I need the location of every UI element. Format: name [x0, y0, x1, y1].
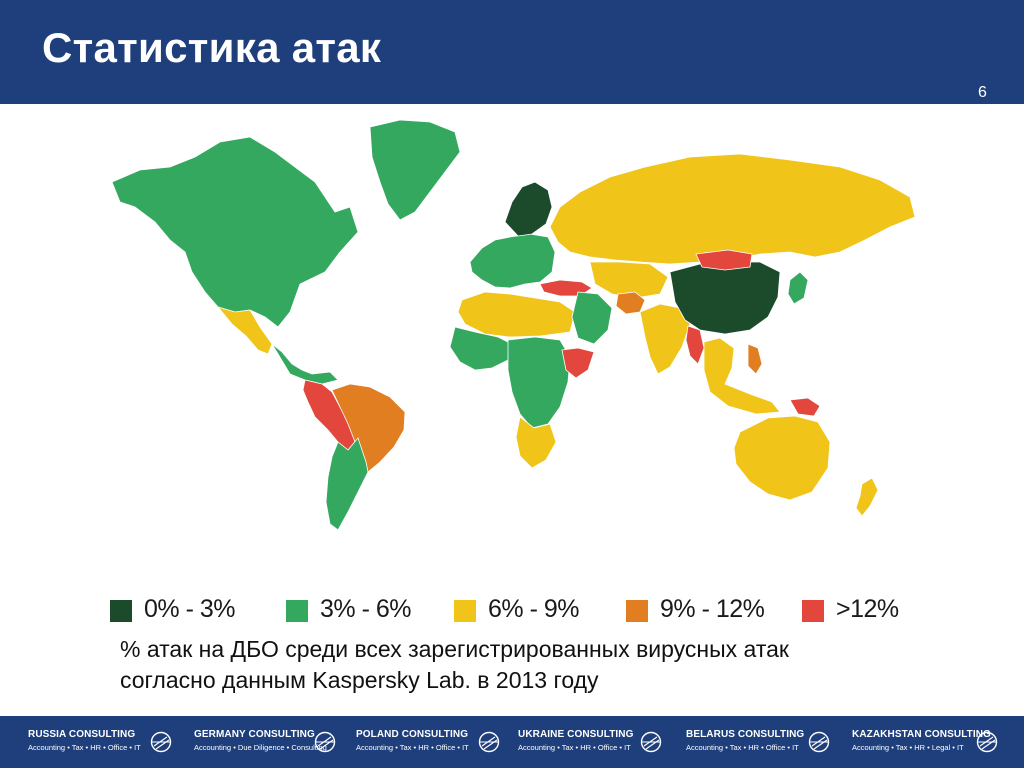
region-central-america: Central America & Caribbean	[271, 343, 339, 385]
brand-name: BELARUS CONSULTING	[686, 729, 805, 740]
brand-name: KAZAKHSTAN CONSULTING	[852, 729, 991, 740]
region-japan: Japan	[787, 271, 809, 305]
brand-tagline: Accounting • Tax • HR • Office • IT	[686, 743, 799, 752]
region-myanmar: Myanmar	[685, 325, 705, 365]
brand-tagline: Accounting • Tax • HR • Office • IT	[518, 743, 631, 752]
globe-icon	[808, 731, 830, 753]
region-southern-africa: Southern Africa	[515, 416, 557, 469]
region-scandinavia: Scandinavia	[504, 181, 553, 237]
region-mexico: Mexico	[216, 306, 273, 355]
slide-number: 6	[978, 84, 987, 101]
caption-line-1: % атак на ДБО среди всех зарегистрирован…	[120, 636, 789, 662]
caption-line-2: согласно данным Kaspersky Lab. в 2013 го…	[120, 667, 599, 693]
legend-label: 6% - 9%	[488, 595, 579, 623]
brand-name: RUSSIA CONSULTING	[28, 729, 136, 740]
region-middle-east: Middle East	[571, 291, 613, 345]
region-russia: Russia	[549, 153, 916, 265]
region-north-africa: North Africa	[457, 291, 576, 338]
region-western-europe: Western Europe	[469, 233, 556, 289]
legend-label: >12%	[836, 595, 899, 623]
brand-name: POLAND CONSULTING	[356, 729, 469, 740]
region-australia: Australia	[733, 415, 831, 501]
region-brazil: Brazil	[331, 383, 406, 473]
region-greenland: Greenland	[369, 119, 461, 221]
legend-swatch	[286, 600, 308, 622]
region-southeast-asia: Southeast Asia	[703, 337, 781, 415]
world-map: North America (Canada, USA) Greenland Me…	[100, 112, 930, 572]
region-horn-of-africa: Horn of Africa	[561, 347, 595, 379]
world-map-svg: North America (Canada, USA) Greenland Me…	[111, 119, 916, 531]
brand-tagline: Accounting • Tax • HR • Office • IT	[356, 743, 469, 752]
brand-tagline: Accounting • Due Diligence • Consulting	[194, 743, 327, 752]
brand-name: GERMANY CONSULTING	[194, 729, 315, 740]
legend-label: 9% - 12%	[660, 595, 765, 623]
brand-name: UKRAINE CONSULTING	[518, 729, 634, 740]
globe-icon	[478, 731, 500, 753]
region-papua-new-guinea: Papua New Guinea	[789, 397, 821, 417]
globe-icon	[150, 731, 172, 753]
legend-swatch	[802, 600, 824, 622]
legend-swatch	[626, 600, 648, 622]
header-bar: Статистика атак 6	[0, 0, 1024, 104]
legend-swatch	[454, 600, 476, 622]
globe-icon	[314, 731, 336, 753]
map-caption: % атак на ДБО среди всех зарегистрирован…	[120, 634, 920, 696]
globe-icon	[640, 731, 662, 753]
footer-bar: RUSSIA CONSULTING Accounting • Tax • HR …	[0, 716, 1024, 768]
region-southern-cone: Argentina, Chile	[325, 437, 369, 531]
globe-icon	[976, 731, 998, 753]
slide-title: Статистика атак	[42, 24, 382, 71]
legend-label: 3% - 6%	[320, 595, 411, 623]
region-west-africa: West Africa	[449, 326, 513, 371]
region-india: India	[639, 303, 691, 375]
region-philippines: Philippines	[747, 343, 763, 375]
region-central-africa: Central Africa	[507, 336, 571, 429]
region-north-america: North America (Canada, USA)	[111, 136, 359, 328]
region-central-asia: Central Asia	[589, 261, 669, 299]
legend-swatch	[110, 600, 132, 622]
region-new-zealand: New Zealand	[855, 477, 879, 517]
brand-tagline: Accounting • Tax • HR • Legal • IT	[852, 743, 964, 752]
region-mongolia: Mongolia	[695, 249, 753, 271]
legend-label: 0% - 3%	[144, 595, 235, 623]
brand-tagline: Accounting • Tax • HR • Office • IT	[28, 743, 141, 752]
map-legend: 0% - 3% 3% - 6% 6% - 9% 9% - 12% >12%	[110, 594, 930, 624]
